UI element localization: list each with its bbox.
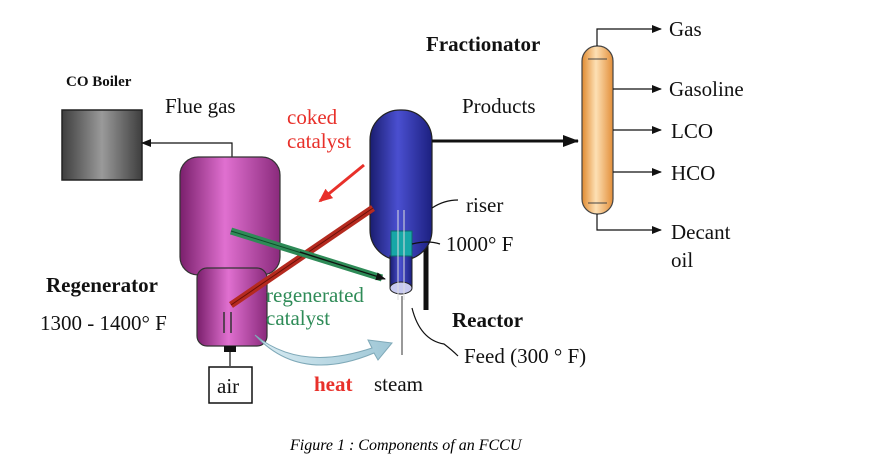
regenerated-label-2: catalyst	[266, 306, 330, 330]
riser-segment	[390, 230, 413, 257]
output-hco: HCO	[671, 161, 715, 185]
regenerator-lower	[196, 267, 268, 347]
air-box	[208, 366, 253, 404]
coked-catalyst-arrow	[318, 163, 365, 203]
coked-label-2: catalyst	[287, 129, 351, 153]
fractionator-column	[581, 45, 614, 215]
temp-leader	[411, 241, 441, 245]
heat-arrow	[254, 334, 393, 366]
riser-inlet	[389, 281, 413, 295]
products-label: Products	[462, 94, 536, 118]
air-connector	[224, 346, 236, 352]
riser-temp-label: 1000° F	[446, 232, 513, 256]
flue-gas-label: Flue gas	[165, 94, 236, 118]
output-gasoline: Gasoline	[669, 77, 744, 101]
feed-leader	[411, 307, 459, 357]
output-decant: Decant	[671, 220, 731, 244]
air-label: air	[217, 374, 239, 398]
output-gas: Gas	[669, 17, 702, 41]
flue-gas-line	[141, 139, 233, 158]
coked-label-1: coked	[287, 105, 338, 129]
regenerator-label: Regenerator	[46, 273, 158, 297]
figure-caption: Figure 1 : Components of an FCCU	[289, 437, 523, 454]
regenerated-arrow	[299, 251, 386, 281]
regenerator-upper	[179, 156, 281, 276]
reactor-label: Reactor	[452, 308, 523, 332]
riser-leader	[431, 199, 459, 209]
output-oil: oil	[671, 248, 693, 272]
gas-line	[596, 25, 662, 46]
riser-label: riser	[466, 193, 503, 217]
co-boiler	[61, 109, 143, 181]
steam-label: steam	[374, 372, 423, 396]
regenerator-temp-label: 1300 - 1400° F	[40, 311, 167, 335]
output-lco: LCO	[671, 119, 713, 143]
feed-label: Feed (300 ° F)	[464, 344, 586, 368]
co-boiler-label: CO Boiler	[66, 74, 132, 90]
fractionator-title: Fractionator	[426, 32, 540, 56]
decant-line	[596, 214, 662, 234]
regenerated-label-1: regenerated	[266, 283, 364, 307]
heat-label: heat	[314, 372, 353, 396]
